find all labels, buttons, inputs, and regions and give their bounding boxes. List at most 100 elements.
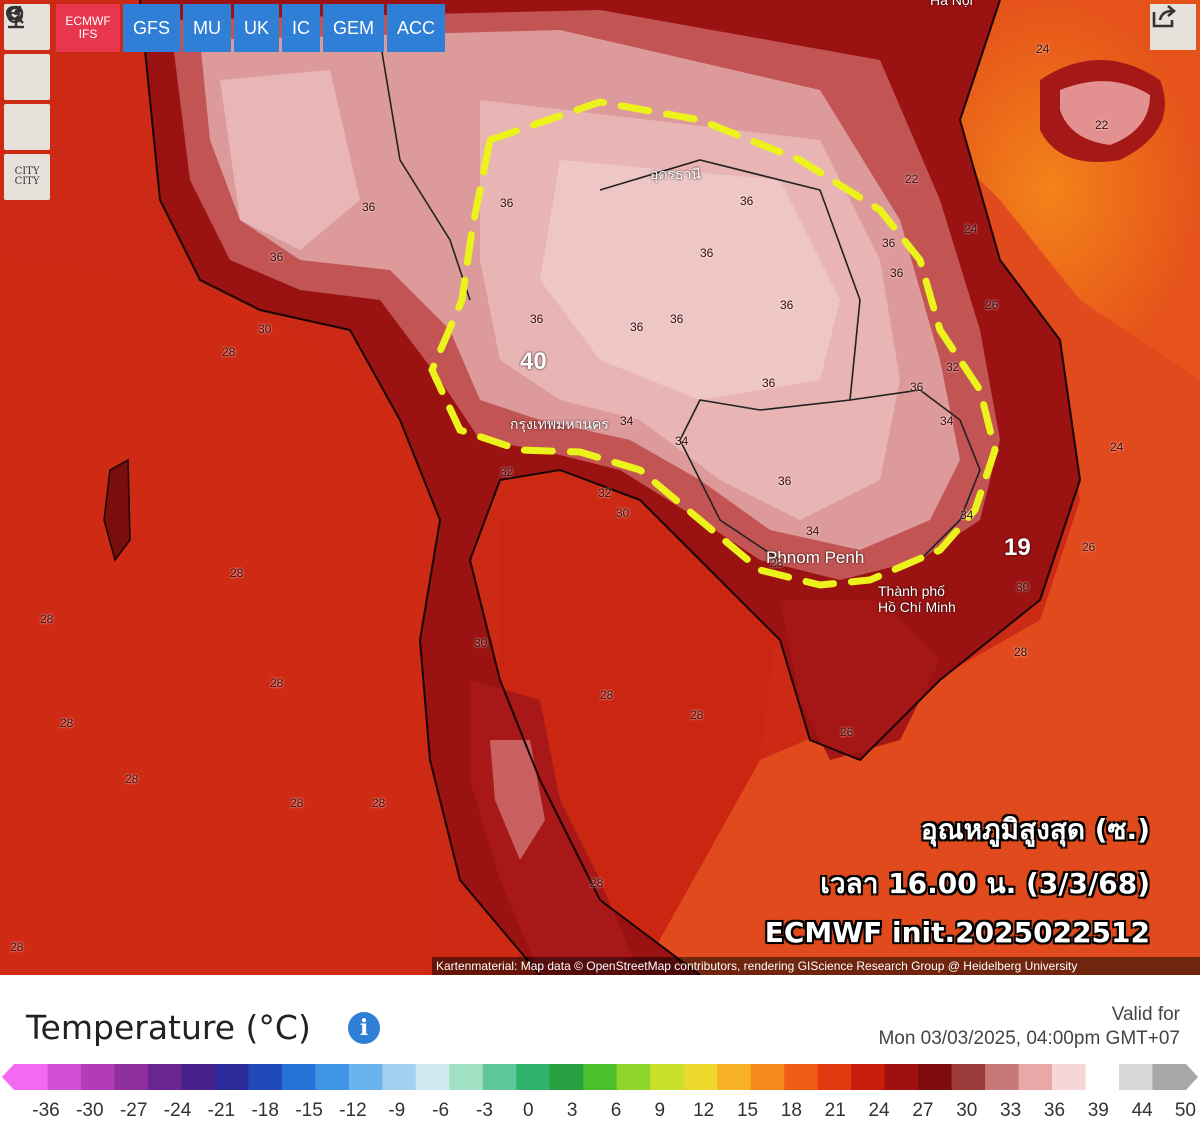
colorbar-segment — [1085, 1064, 1120, 1090]
highlight-value-label: 19 — [1004, 534, 1031, 561]
colorbar-segment — [616, 1064, 651, 1090]
colorbar-tick-label: -24 — [163, 1100, 192, 1121]
colorbar-segment — [851, 1064, 886, 1090]
place-label: กรุงเทพมหานคร — [510, 416, 609, 432]
model-tab-label: GFS — [133, 17, 171, 38]
model-tab-label: ACC — [397, 17, 436, 38]
colorbar-segment — [1152, 1064, 1187, 1090]
colorbar-segment — [47, 1064, 82, 1090]
model-tab-mu[interactable]: MU — [183, 4, 232, 52]
place-label: Hà Nội — [930, 0, 973, 8]
contour-label: 34 — [675, 434, 689, 448]
info-icon[interactable]: i — [348, 1012, 380, 1044]
colorbar-segment — [750, 1064, 785, 1090]
colorbar-segment — [583, 1064, 618, 1090]
model-tab-uk[interactable]: UK — [234, 4, 280, 52]
zoom-icon — [6, 6, 24, 24]
temperature-colorbar — [2, 1064, 1198, 1090]
colorbar-tick-label: 3 — [566, 1100, 578, 1121]
colorbar-segment — [181, 1064, 216, 1090]
map-tools: CITY CITY — [4, 4, 50, 200]
colorbar-tick-label: 6 — [610, 1100, 622, 1121]
contour-label: 26 — [985, 298, 999, 312]
colorbar-right-arrow — [1186, 1064, 1198, 1090]
contour-label: 28 — [290, 796, 304, 810]
colorbar-tick-label: -3 — [476, 1100, 493, 1121]
colorbar-tick-label: 21 — [824, 1100, 846, 1121]
colorbar-segment — [315, 1064, 350, 1090]
share-icon — [1152, 5, 1177, 28]
contour-label: 26 — [1082, 540, 1096, 554]
colorbar-tick-label: -27 — [119, 1100, 148, 1121]
colorbar-tick-label: -36 — [32, 1100, 60, 1121]
model-tab-label: MU — [193, 17, 222, 38]
contour-label: 30 — [258, 322, 272, 336]
colorbar-segment — [1052, 1064, 1087, 1090]
colorbar-tick-label: -6 — [432, 1100, 450, 1121]
colorbar-segment — [482, 1064, 517, 1090]
place-label: Phnom Penh — [766, 548, 865, 567]
colorbar-tick-label: -12 — [339, 1100, 367, 1121]
colorbar-tick-label: -21 — [207, 1100, 236, 1121]
colorbar-segment — [516, 1064, 551, 1090]
contour-label: 36 — [700, 246, 714, 260]
model-tab-label: IC — [292, 17, 311, 38]
contour-label: 36 — [630, 320, 644, 334]
contour-label: 34 — [620, 414, 634, 428]
colorbar-tick-label: 0 — [523, 1100, 534, 1121]
colorbar-segment — [1119, 1064, 1154, 1090]
contour-label: 36 — [910, 380, 924, 394]
legend-title: Temperature (°C) — [26, 1008, 311, 1047]
model-tab-gfs[interactable]: GFS — [123, 4, 181, 52]
contour-label: 36 — [762, 376, 776, 390]
contour-label: 30 — [616, 506, 630, 520]
colorbar-tick-label: -9 — [388, 1100, 406, 1121]
model-tab-ecmwf[interactable]: ECMWF IFS — [56, 4, 120, 52]
city-toggle-button[interactable]: CITY CITY — [4, 154, 50, 200]
contour-label: 28 — [600, 688, 614, 702]
colorbar-segment — [415, 1064, 450, 1090]
contour-label: 36 — [778, 474, 792, 488]
colorbar-segment — [348, 1064, 383, 1090]
colorbar-tick-label: 36 — [1043, 1100, 1066, 1121]
contour-label: 24 — [1110, 440, 1124, 454]
contour-label: 36 — [530, 312, 544, 326]
contour-label: 36 — [500, 196, 514, 210]
weather-map[interactable]: กรุงเทพมหานคร Phnom Penh Thành phố Hồ Chí … — [0, 0, 1200, 975]
location-button[interactable] — [4, 5, 50, 100]
contour-label: 28 — [770, 556, 784, 570]
valid-label: Valid for — [1111, 1004, 1180, 1025]
model-tab-gem[interactable]: GEM — [323, 4, 385, 52]
colorbar-tick-label: -15 — [295, 1100, 323, 1121]
contour-label: 36 — [882, 236, 896, 250]
contour-label: 34 — [806, 524, 820, 538]
contour-label: 28 — [230, 566, 244, 580]
colorbar-tick-label: 39 — [1087, 1100, 1109, 1121]
zoom-button[interactable] — [4, 6, 50, 150]
contour-label: 28 — [690, 708, 704, 722]
colorbar-segment — [951, 1064, 986, 1090]
contour-label: 30 — [1016, 580, 1030, 594]
colorbar-segment — [1018, 1064, 1053, 1090]
colorbar-tick-label: 50 — [1174, 1100, 1196, 1121]
share-button[interactable] — [1150, 4, 1196, 50]
overlay-title-line: เวลา 16.00 น. (3/3/68) — [820, 866, 1151, 900]
contour-label: 22 — [1095, 118, 1109, 132]
colorbar-segment — [784, 1064, 819, 1090]
valid-time-block: Valid for Mon 03/03/2025, 04:00pm GMT+07 — [878, 1003, 1180, 1051]
colorbar-tick-label: 30 — [956, 1100, 978, 1121]
contour-label: 36 — [362, 200, 376, 214]
contour-label: 26 — [840, 725, 854, 739]
model-tab-label: ECMWF IFS — [65, 14, 111, 41]
contour-label: 32 — [946, 360, 960, 374]
city-toggle-label: CITY CITY — [14, 166, 40, 187]
model-tab-ic[interactable]: IC — [282, 4, 321, 52]
colorbar-segment — [382, 1064, 417, 1090]
contour-label: 32 — [500, 465, 514, 479]
model-tab-acc[interactable]: ACC — [387, 4, 446, 52]
temperature-field — [0, 0, 1200, 975]
colorbar-segment — [717, 1064, 752, 1090]
colorbar-tick-label: 44 — [1131, 1100, 1153, 1121]
contour-label: 24 — [1036, 42, 1050, 56]
colorbar-tick-label: 33 — [1000, 1100, 1022, 1121]
